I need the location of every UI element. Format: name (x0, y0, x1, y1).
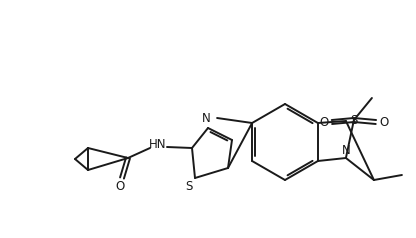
Text: O: O (115, 180, 125, 193)
Text: HN: HN (149, 139, 167, 152)
Text: S: S (350, 114, 358, 127)
Text: N: N (202, 113, 210, 125)
Text: O: O (319, 115, 329, 129)
Text: O: O (379, 115, 389, 129)
Text: N: N (342, 144, 350, 158)
Text: S: S (185, 180, 193, 193)
